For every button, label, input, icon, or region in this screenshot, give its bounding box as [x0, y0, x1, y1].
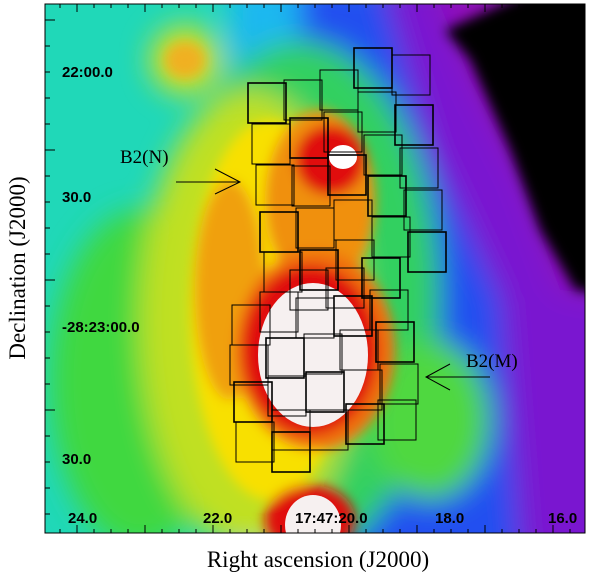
x-tick-label: 16.0 — [548, 510, 577, 527]
y-tick-label: 22:00.0 — [62, 64, 113, 81]
y-tick-label: -28:23:00.0 — [62, 319, 140, 336]
x-tick-label: 18.0 — [435, 510, 464, 527]
y-tick-label: 30.0 — [62, 451, 91, 468]
arrow-b2n — [176, 168, 242, 195]
pointing-box — [394, 104, 434, 146]
pointing-box — [371, 216, 411, 258]
pointing-box — [319, 69, 359, 111]
pointing-box — [229, 344, 269, 386]
source-b2m — [258, 283, 368, 427]
pointing-box — [367, 175, 407, 217]
source-b2n — [329, 145, 357, 169]
pointing-boxes — [229, 47, 447, 473]
pointing-box — [325, 267, 365, 309]
pointing-box — [403, 189, 443, 231]
pointing-box — [399, 147, 439, 189]
pointing-box — [375, 321, 415, 363]
pointing-box — [289, 117, 329, 159]
pointing-box — [259, 291, 299, 333]
pointing-box — [369, 289, 409, 331]
pointing-box — [357, 91, 397, 133]
pointing-box — [407, 231, 447, 273]
pointing-box — [363, 134, 403, 176]
label-b2m: B2(M) — [466, 351, 518, 372]
arrow-b2m — [424, 363, 490, 391]
y-axis-label: Declination (J2000) — [5, 176, 30, 359]
pointing-box — [391, 54, 431, 96]
map-image — [45, 4, 585, 533]
x-tick-label: 24.0 — [68, 510, 97, 527]
x-tick-label: 22.0 — [203, 510, 232, 527]
source-south — [285, 495, 341, 533]
pointing-box — [235, 421, 275, 463]
pointing-box — [379, 363, 419, 405]
pointing-box — [335, 239, 375, 281]
pointing-box — [255, 164, 295, 206]
x-axis-label: Right ascension (J2000) — [207, 547, 429, 572]
pointing-box — [345, 403, 385, 445]
pointing-box — [289, 269, 329, 311]
pointing-box — [247, 82, 287, 124]
pointing-box — [283, 79, 323, 121]
pointing-box — [343, 369, 383, 411]
pointing-box — [309, 409, 349, 451]
x-tick-label: 17:47:20.0 — [295, 510, 368, 527]
pointing-box — [271, 431, 311, 473]
pointing-box — [291, 165, 331, 207]
label-b2n: B2(N) — [120, 147, 169, 168]
y-tick-label: 30.0 — [62, 189, 91, 206]
pointing-box — [361, 257, 401, 299]
pointing-box — [303, 333, 343, 375]
pointing-box — [333, 295, 373, 337]
pointing-box — [377, 399, 417, 441]
